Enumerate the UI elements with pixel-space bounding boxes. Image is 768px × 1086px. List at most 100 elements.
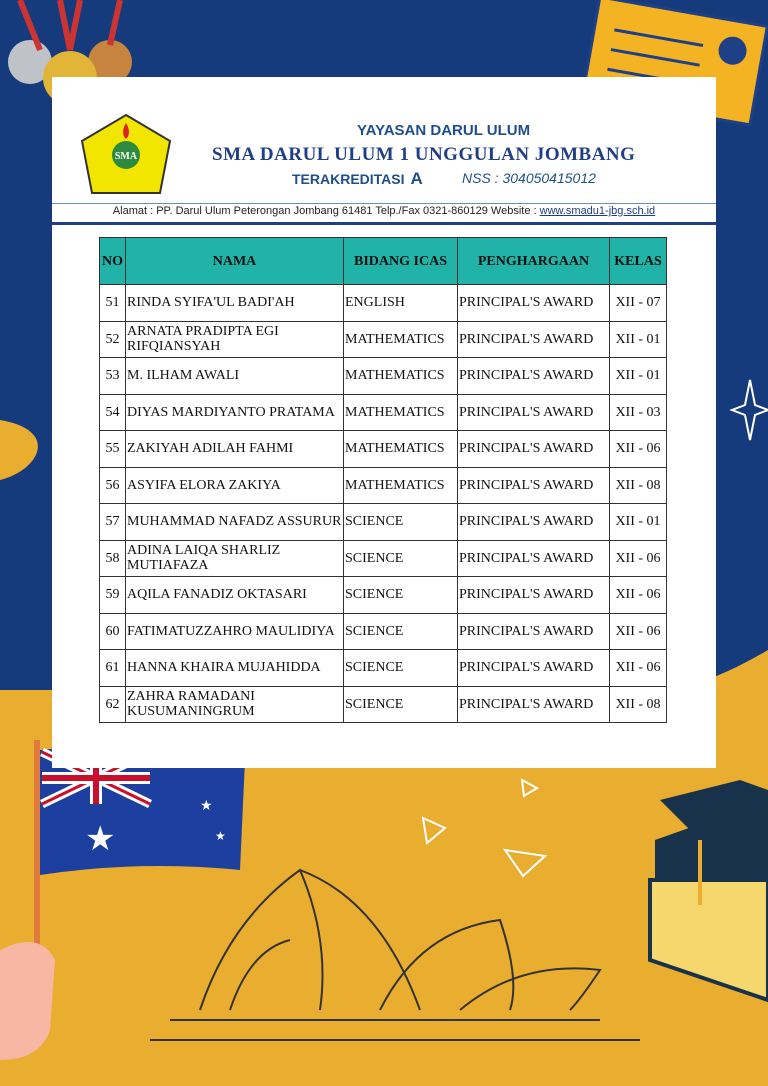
table-cell: PRINCIPAL'S AWARD xyxy=(457,284,610,322)
table-row: 56 ASYIFA ELORA ZAKIYA MATHEMATICS PRINCIPA… xyxy=(99,466,667,504)
table-row: 60 FATIMATUZZAHRO MAULIDIYA SCIENCE PRINCIP… xyxy=(99,612,667,650)
hand-icon xyxy=(0,942,55,1060)
table-row: 58 ADINA LAIQA SHARLIZ MUTIAFAZA SCIENCE PR… xyxy=(99,539,667,577)
table-cell: 58 xyxy=(99,539,126,577)
table-cell: PRINCIPAL'S AWARD xyxy=(457,539,610,577)
table-cell: XII - 03 xyxy=(609,393,667,431)
table-cell: ARNATA PRADIPTA EGI RIFQIANSYAH xyxy=(125,320,344,358)
foundation-name: YAYASAN DARUL ULUM xyxy=(357,122,531,139)
column-header: PENGHARGAAN xyxy=(457,237,610,285)
table-cell: 53 xyxy=(99,357,126,395)
table-cell: 51 xyxy=(99,284,126,322)
australia-flag-icon: ★ ★ ★ xyxy=(34,740,245,980)
divider xyxy=(52,203,716,204)
column-header: KELAS xyxy=(609,237,667,285)
table-cell: SCIENCE xyxy=(343,503,458,541)
table-cell: PRINCIPAL'S AWARD xyxy=(457,576,610,614)
table-row: 53 M. ILHAM AWALI MATHEMATICS PRINCIPAL'S A… xyxy=(99,357,667,395)
table-cell: FATIMATUZZAHRO MAULIDIYA xyxy=(125,612,344,650)
table-cell: MATHEMATICS xyxy=(343,430,458,468)
table-cell: XII - 06 xyxy=(609,539,667,577)
table-row: 57 MUHAMMAD NAFADZ ASSURUR SCIENCE PRINCIPA… xyxy=(99,503,667,541)
table-cell: XII - 06 xyxy=(609,430,667,468)
table-cell: ASYIFA ELORA ZAKIYA xyxy=(125,466,344,504)
school-logo: SMA xyxy=(80,113,172,194)
table-row: 55 ZAKIYAH ADILAH FAHMI MATHEMATICS PRINCIP… xyxy=(99,430,667,468)
table-cell: AQILA FANADIZ OKTASARI xyxy=(125,576,344,614)
table-cell: ENGLISH xyxy=(343,284,458,322)
table-cell: 57 xyxy=(99,503,126,541)
table-cell: SCIENCE xyxy=(343,539,458,577)
table-cell: XII - 01 xyxy=(609,503,667,541)
table-cell: PRINCIPAL'S AWARD xyxy=(457,320,610,358)
table-cell: XII - 06 xyxy=(609,649,667,687)
table-row: 62 ZAHRA RAMADANI KUSUMANINGRUM SCIENCE PRI… xyxy=(99,685,667,723)
sydney-opera-house-icon xyxy=(150,868,640,1041)
table-cell: 62 xyxy=(99,685,126,723)
svg-text:★: ★ xyxy=(85,821,115,858)
table-cell: PRINCIPAL'S AWARD xyxy=(457,503,610,541)
table-cell: MATHEMATICS xyxy=(343,393,458,431)
table-cell: PRINCIPAL'S AWARD xyxy=(457,649,610,687)
svg-text:SMA: SMA xyxy=(115,151,138,162)
table-cell: M. ILHAM AWALI xyxy=(125,357,344,395)
awards-table: NO NAMA BIDANG ICAS PENGHARGAAN KELAS 51 RIND… xyxy=(99,237,667,723)
table-cell: DIYAS MARDIYANTO PRATAMA xyxy=(125,393,344,431)
table-cell: ADINA LAIQA SHARLIZ MUTIAFAZA xyxy=(125,539,344,577)
table-cell: RINDA SYIFA'UL BADI'AH xyxy=(125,284,344,322)
sparkle-icon xyxy=(421,379,768,878)
table-cell: MATHEMATICS xyxy=(343,357,458,395)
table-cell: MATHEMATICS xyxy=(343,320,458,358)
table-row: 52 ARNATA PRADIPTA EGI RIFQIANSYAH MATHEMA… xyxy=(99,320,667,358)
table-cell: PRINCIPAL'S AWARD xyxy=(457,466,610,504)
table-cell: SCIENCE xyxy=(343,685,458,723)
table-cell: 60 xyxy=(99,612,126,650)
table-cell: ZAHRA RAMADANI KUSUMANINGRUM xyxy=(125,685,344,723)
table-cell: 54 xyxy=(99,393,126,431)
table-cell: SCIENCE xyxy=(343,649,458,687)
table-cell: XII - 08 xyxy=(609,466,667,504)
table-row: 51 RINDA SYIFA'UL BADI'AH ENGLISH PRINCIPAL… xyxy=(99,284,667,322)
table-cell: XII - 07 xyxy=(609,284,667,322)
table-cell: XII - 01 xyxy=(609,357,667,395)
svg-text:★: ★ xyxy=(215,829,226,843)
school-name: SMA DARUL ULUM 1 UNGGULAN JOMBANG xyxy=(212,144,636,165)
table-cell: PRINCIPAL'S AWARD xyxy=(457,612,610,650)
table-cell: XII - 06 xyxy=(609,612,667,650)
svg-text:★: ★ xyxy=(200,799,213,814)
table-row: 54 DIYAS MARDIYANTO PRATAMA MATHEMATICS PRI… xyxy=(99,393,667,431)
table-cell: XII - 01 xyxy=(609,320,667,358)
column-header: NAMA xyxy=(125,237,344,285)
address: Alamat : PP. Darul Ulum Peterongan Jomba… xyxy=(52,205,716,217)
accreditation-label: TERAKREDITASI xyxy=(292,171,405,187)
table-cell: PRINCIPAL'S AWARD xyxy=(457,430,610,468)
table-cell: PRINCIPAL'S AWARD xyxy=(457,685,610,723)
table-cell: ZAKIYAH ADILAH FAHMI xyxy=(125,430,344,468)
table-cell: 59 xyxy=(99,576,126,614)
nss-number: NSS : 304050415012 xyxy=(462,170,596,186)
document-card: SMA YAYASAN DARUL ULUM SMA DARUL ULUM 1 … xyxy=(52,77,716,768)
accreditation-grade: A xyxy=(410,169,423,188)
table-cell: MUHAMMAD NAFADZ ASSURUR xyxy=(125,503,344,541)
table-cell: PRINCIPAL'S AWARD xyxy=(457,393,610,431)
graduation-cap-icon xyxy=(660,780,768,905)
table-row: 59 AQILA FANADIZ OKTASARI SCIENCE PRINCIPAL… xyxy=(99,576,667,614)
table-cell: SCIENCE xyxy=(343,612,458,650)
accreditation: TERAKREDITASI A xyxy=(292,169,423,189)
table-cell: XII - 06 xyxy=(609,576,667,614)
table-cell: MATHEMATICS xyxy=(343,466,458,504)
website-link[interactable]: www.smadu1-jbg.sch.id xyxy=(539,205,656,217)
table-cell: PRINCIPAL'S AWARD xyxy=(457,357,610,395)
column-header: NO xyxy=(99,237,126,285)
address-text: Alamat : PP. Darul Ulum Peterongan Jomba… xyxy=(112,205,537,217)
table-cell: SCIENCE xyxy=(343,576,458,614)
table-cell: XII - 08 xyxy=(609,685,667,723)
divider xyxy=(52,222,716,225)
table-cell: 55 xyxy=(99,430,126,468)
table-cell: HANNA KHAIRA MUJAHIDDA xyxy=(125,649,344,687)
column-header: BIDANG ICAS xyxy=(343,237,458,285)
table-header-row: NO NAMA BIDANG ICAS PENGHARGAAN KELAS xyxy=(99,237,667,285)
table-cell: 61 xyxy=(99,649,126,687)
table-row: 61 HANNA KHAIRA MUJAHIDDA SCIENCE PRINCIPAL… xyxy=(99,649,667,687)
table-cell: 52 xyxy=(99,320,126,358)
